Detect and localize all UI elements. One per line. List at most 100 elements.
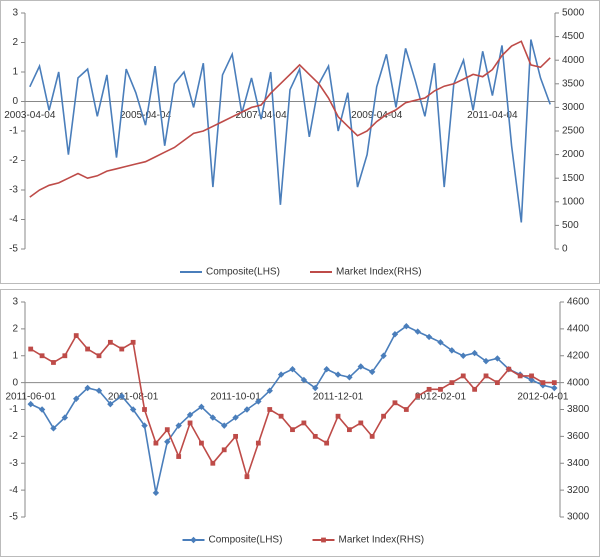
marker bbox=[368, 368, 376, 376]
y-tick-label: 1 bbox=[12, 350, 18, 361]
marker bbox=[460, 352, 467, 359]
marker bbox=[221, 422, 228, 429]
x-tick-label: 2003-04-04 bbox=[4, 110, 56, 121]
marker bbox=[142, 407, 147, 412]
y2-tick-label: 3200 bbox=[567, 485, 590, 496]
marker bbox=[187, 420, 193, 426]
y-tick-label: -4 bbox=[9, 485, 18, 496]
marker bbox=[164, 438, 171, 445]
marker bbox=[107, 339, 113, 345]
marker bbox=[243, 406, 251, 413]
marker bbox=[380, 352, 387, 359]
marker bbox=[50, 425, 57, 432]
marker bbox=[392, 400, 398, 406]
marker bbox=[300, 376, 308, 384]
marker bbox=[312, 433, 318, 439]
marker bbox=[38, 406, 46, 413]
y-tick-label: -1 bbox=[9, 126, 18, 137]
marker bbox=[472, 386, 478, 392]
marker bbox=[255, 398, 262, 405]
y-tick-label: 0 bbox=[12, 377, 18, 388]
y2-tick-label: 4400 bbox=[567, 324, 590, 335]
y-tick-label: -2 bbox=[9, 431, 18, 442]
marker bbox=[266, 387, 273, 394]
marker bbox=[301, 420, 307, 426]
y-tick-label: -5 bbox=[9, 512, 18, 523]
marker bbox=[335, 413, 341, 419]
marker bbox=[27, 400, 34, 408]
x-tick-label: 2011-08-01 bbox=[108, 391, 159, 402]
y2-tick-label: 4200 bbox=[567, 350, 590, 361]
x-tick-label: 2009-04-04 bbox=[351, 110, 403, 121]
y2-tick-label: 2000 bbox=[562, 149, 585, 160]
marker bbox=[51, 360, 56, 365]
marker bbox=[73, 395, 80, 402]
marker bbox=[391, 331, 399, 338]
marker bbox=[540, 380, 546, 386]
marker bbox=[494, 355, 501, 362]
x-tick-label: 2011-04-04 bbox=[467, 110, 518, 121]
marker bbox=[506, 366, 512, 372]
y2-tick-label: 3800 bbox=[567, 404, 590, 415]
y2-tick-label: 3400 bbox=[567, 458, 590, 469]
marker bbox=[278, 413, 284, 419]
marker bbox=[267, 407, 273, 412]
marker bbox=[209, 414, 217, 421]
marker bbox=[96, 353, 102, 359]
y2-tick-label: 4600 bbox=[567, 297, 590, 308]
marker bbox=[164, 427, 170, 433]
y2-tick-label: 4000 bbox=[562, 55, 585, 66]
y2-tick-label: 2500 bbox=[562, 126, 585, 137]
marker bbox=[324, 440, 330, 446]
y2-tick-label: 4000 bbox=[567, 377, 590, 388]
marker bbox=[471, 349, 478, 357]
marker bbox=[425, 333, 433, 341]
y-tick-label: -3 bbox=[9, 185, 18, 196]
y-tick-label: 2 bbox=[12, 324, 18, 335]
marker bbox=[141, 422, 148, 429]
marker bbox=[176, 454, 182, 459]
x-tick-label: 2011-12-01 bbox=[313, 391, 364, 402]
marker bbox=[460, 373, 466, 379]
marker bbox=[381, 413, 386, 419]
x-tick-label: 2012-04-01 bbox=[517, 391, 569, 402]
marker bbox=[517, 373, 523, 379]
y2-tick-label: 4500 bbox=[562, 31, 585, 42]
x-tick-label: 2005-04-04 bbox=[120, 110, 172, 121]
marker bbox=[118, 392, 125, 400]
marker bbox=[551, 384, 558, 392]
y-tick-label: -4 bbox=[9, 214, 18, 225]
y-tick-label: 1 bbox=[12, 67, 18, 78]
marker bbox=[232, 414, 239, 421]
marker bbox=[369, 433, 375, 439]
marker bbox=[244, 474, 250, 480]
y-tick-label: -2 bbox=[9, 155, 18, 166]
marker bbox=[85, 346, 91, 352]
legend-label: Composite(LHS) bbox=[209, 535, 283, 546]
marker bbox=[255, 440, 261, 446]
legend-marker bbox=[190, 536, 197, 544]
y2-tick-label: 5000 bbox=[562, 8, 585, 19]
marker bbox=[426, 386, 432, 392]
marker bbox=[494, 380, 500, 386]
marker bbox=[334, 371, 342, 378]
panel-frame bbox=[0, 289, 600, 557]
marker bbox=[347, 427, 352, 433]
y-tick-label: 3 bbox=[12, 8, 18, 19]
x-tick-label: 2011-10-01 bbox=[210, 391, 261, 402]
y2-tick-label: 1500 bbox=[562, 173, 585, 184]
marker bbox=[403, 322, 410, 330]
marker bbox=[62, 353, 68, 359]
marker bbox=[130, 339, 136, 345]
marker bbox=[414, 328, 421, 335]
x-tick-label: 2012-02-01 bbox=[415, 391, 467, 402]
marker bbox=[289, 365, 296, 373]
marker bbox=[415, 393, 421, 399]
marker bbox=[551, 380, 557, 386]
marker bbox=[210, 460, 216, 466]
marker bbox=[483, 373, 489, 379]
marker bbox=[482, 357, 490, 365]
legend-label: Market Index(RHS) bbox=[336, 267, 422, 278]
marker bbox=[312, 384, 319, 392]
